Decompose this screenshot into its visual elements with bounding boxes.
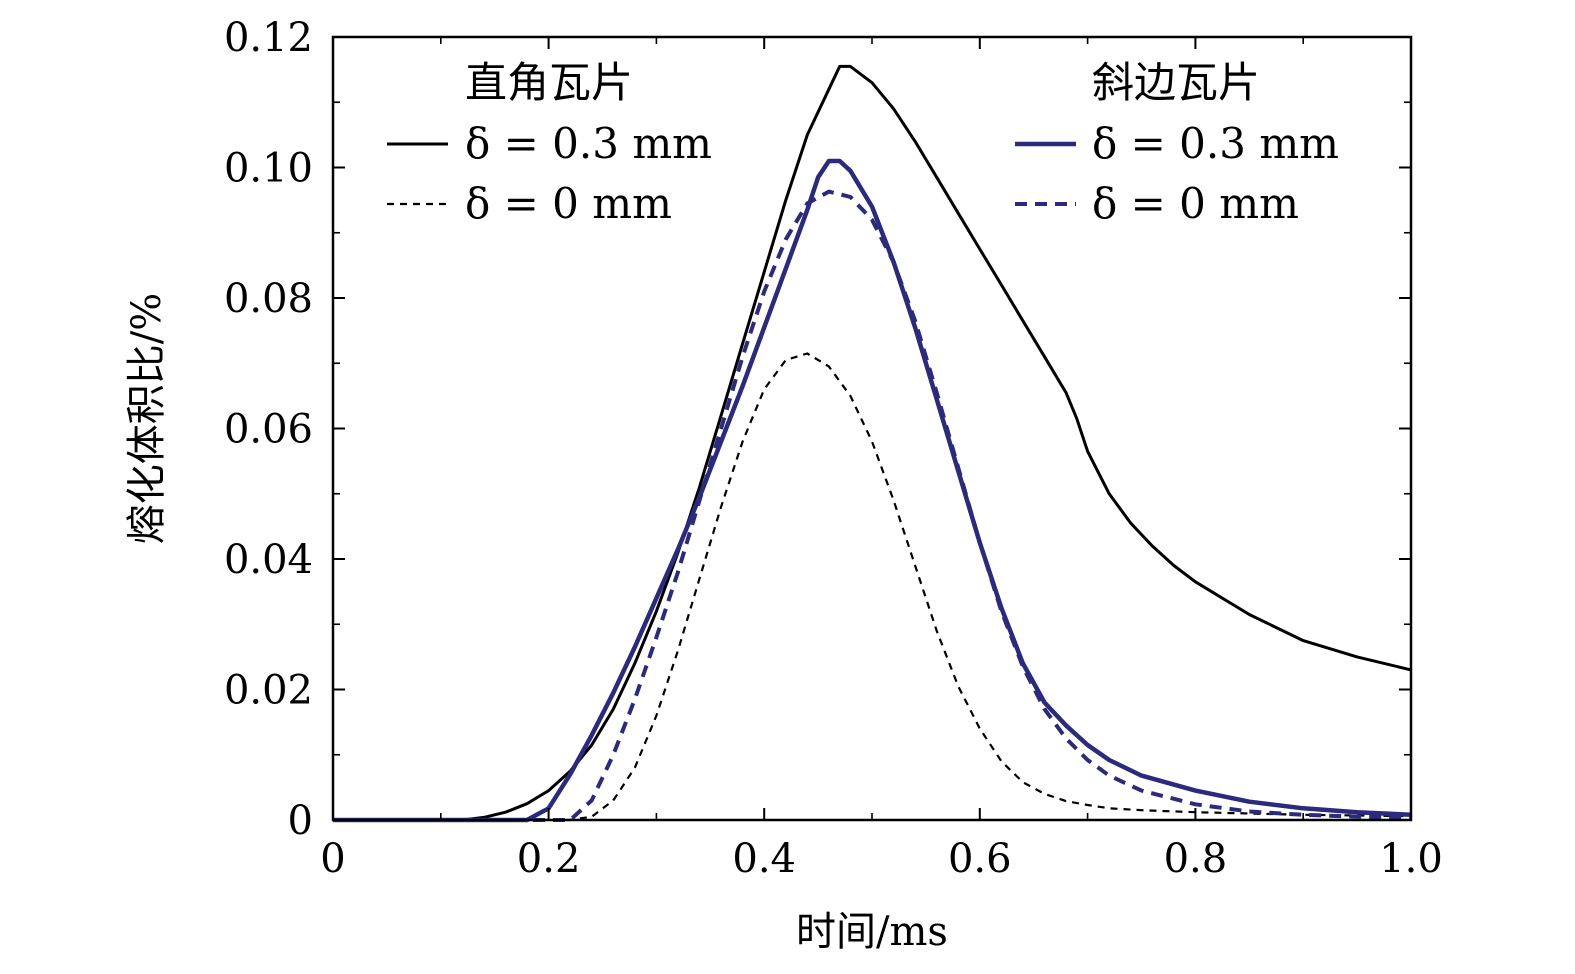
y-tick-label: 0.06	[224, 407, 313, 453]
tick-labels: 0 0.2 0.4 0.6 0.8 1.0 0 0.02 0.04 0.06 0.08 0.10 0.1…	[224, 15, 1443, 882]
y-tick-label: 0.10	[224, 146, 313, 192]
y-tick-label: 0	[288, 798, 313, 844]
ticks-layer	[332, 36, 1412, 821]
x-tick-label: 0.2	[517, 836, 581, 882]
legend-label-right-angle-03: δ = 0.3 mm	[465, 119, 712, 168]
y-tick-label: 0.12	[224, 15, 313, 61]
legend-title-right-angle: 直角瓦片	[465, 58, 633, 107]
x-tick-label: 1.0	[1379, 836, 1443, 882]
x-axis-title: 时间/ms	[796, 909, 948, 955]
y-axis-title: 熔化体积比/%	[124, 293, 170, 544]
y-tick-label: 0.08	[224, 276, 313, 322]
legend-label-bevel-0: δ = 0 mm	[1092, 179, 1299, 228]
y-tick-label: 0.02	[224, 668, 313, 714]
x-tick-label: 0	[320, 836, 345, 882]
x-tick-label: 0.8	[1164, 836, 1228, 882]
series-line-0	[333, 64, 1412, 822]
legend-bevel-tile: 斜边瓦片 δ = 0.3 mm δ = 0 mm	[1015, 58, 1339, 228]
y-tick-label: 0.04	[224, 537, 313, 583]
legend-right-angle-tile: 直角瓦片 δ = 0.3 mm δ = 0 mm	[387, 58, 712, 228]
series-line-2	[333, 158, 1412, 823]
x-tick-label: 0.4	[732, 836, 796, 882]
x-tick-label: 0.6	[948, 836, 1012, 882]
legend-label-bevel-03: δ = 0.3 mm	[1092, 119, 1339, 168]
series-line-1	[333, 352, 1412, 822]
series-line-3	[333, 189, 1412, 822]
legend-label-right-angle-0: δ = 0 mm	[465, 179, 672, 228]
series-layer	[333, 64, 1412, 823]
legend-title-bevel: 斜边瓦片	[1092, 58, 1260, 107]
